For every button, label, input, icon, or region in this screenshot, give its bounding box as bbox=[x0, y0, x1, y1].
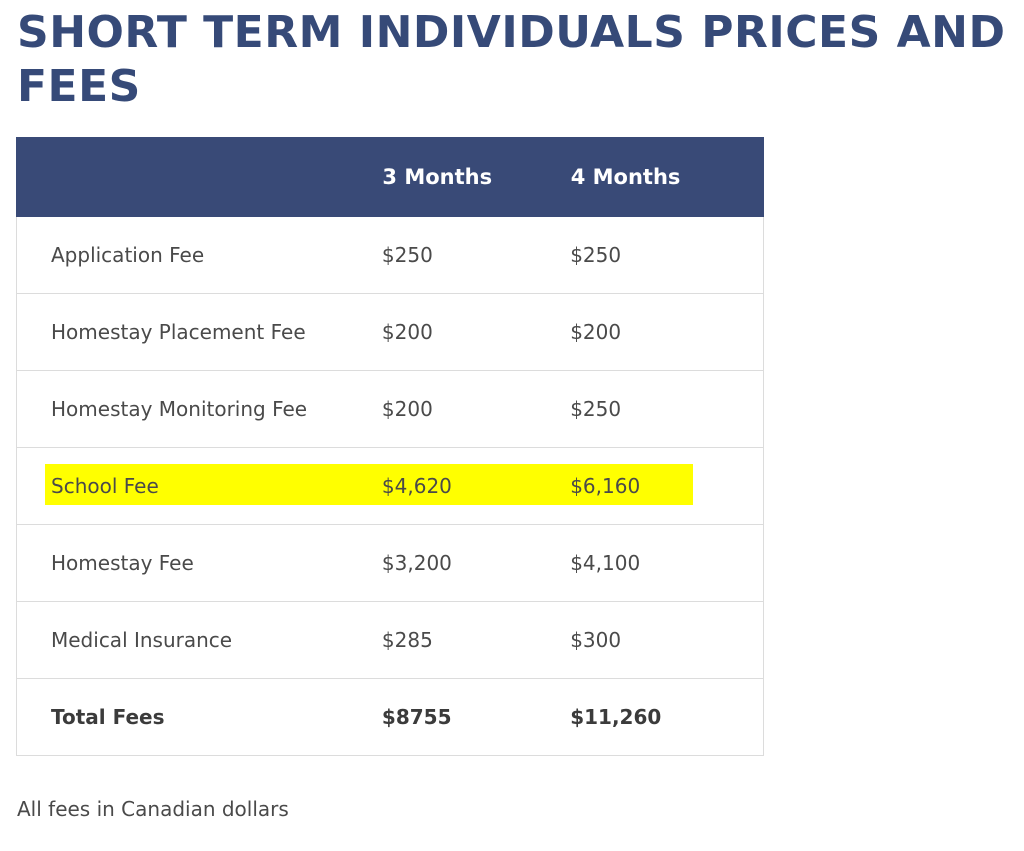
page-title: SHORT TERM INDIVIDUALS PRICES AND FEES bbox=[17, 7, 1006, 112]
row-value-3-months: $200 bbox=[381, 293, 571, 371]
row-value-3-months: $285 bbox=[381, 601, 571, 679]
table-row-application-fee: Application Fee $250 $250 bbox=[15, 216, 765, 294]
table-row-total-fees: Total Fees $8755 $11,260 bbox=[15, 678, 765, 756]
row-value-4-months: $250 bbox=[570, 216, 765, 294]
table-row-homestay-placement-fee: Homestay Placement Fee $200 $200 bbox=[15, 293, 765, 371]
row-value-4-months: $250 bbox=[570, 370, 765, 448]
table-row-medical-insurance: Medical Insurance $285 $300 bbox=[15, 601, 765, 679]
row-label: Application Fee bbox=[15, 216, 382, 294]
table-row-school-fee: School Fee $4,620 $6,160 bbox=[15, 447, 765, 525]
row-value-4-months: $4,100 bbox=[570, 524, 765, 602]
table-row-homestay-fee: Homestay Fee $3,200 $4,100 bbox=[15, 524, 765, 602]
row-value-3-months: $4,620 bbox=[381, 447, 571, 525]
header-cell-label bbox=[15, 137, 383, 217]
row-label: School Fee bbox=[15, 447, 382, 525]
currency-note: All fees in Canadian dollars bbox=[17, 797, 289, 821]
header-cell-3-months: 3 Months bbox=[381, 137, 571, 217]
row-value-4-months: $6,160 bbox=[570, 447, 765, 525]
row-label: Homestay Monitoring Fee bbox=[15, 370, 382, 448]
row-value-3-months: $200 bbox=[381, 370, 571, 448]
fees-table: 3 Months 4 Months Application Fee $250 $… bbox=[15, 137, 765, 756]
row-value-4-months: $200 bbox=[570, 293, 765, 371]
row-label: Homestay Fee bbox=[15, 524, 382, 602]
table-row-homestay-monitoring-fee: Homestay Monitoring Fee $200 $250 bbox=[15, 370, 765, 448]
row-value-4-months: $11,260 bbox=[570, 678, 765, 756]
row-value-3-months: $250 bbox=[381, 216, 571, 294]
row-label: Homestay Placement Fee bbox=[15, 293, 382, 371]
row-label: Total Fees bbox=[15, 678, 382, 756]
header-cell-4-months: 4 Months bbox=[569, 137, 765, 217]
row-value-3-months: $8755 bbox=[381, 678, 571, 756]
row-label: Medical Insurance bbox=[15, 601, 382, 679]
table-header-row: 3 Months 4 Months bbox=[15, 137, 765, 217]
row-value-3-months: $3,200 bbox=[381, 524, 571, 602]
row-value-4-months: $300 bbox=[570, 601, 765, 679]
